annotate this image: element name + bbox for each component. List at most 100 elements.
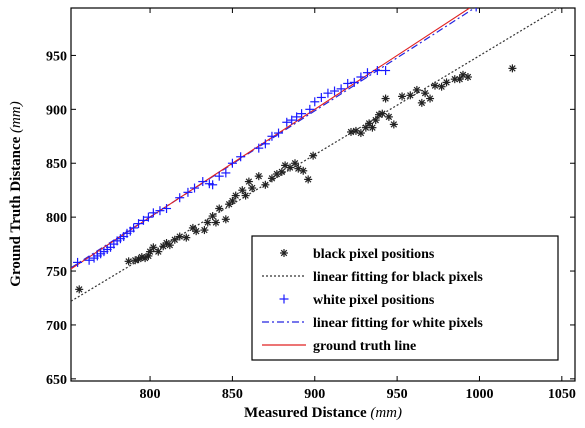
white-pixel-point xyxy=(362,68,372,78)
y-tick-label: 750 xyxy=(46,265,67,280)
y-tick-label: 650 xyxy=(46,373,67,388)
x-tick-label: 900 xyxy=(304,387,325,402)
black-pixel-point xyxy=(431,81,439,90)
black-pixel-point xyxy=(231,191,240,200)
black-pixel-point xyxy=(154,247,163,256)
black-pixel-point xyxy=(368,123,377,132)
white-pixel-point xyxy=(274,128,284,138)
black-pixel-point xyxy=(221,215,230,224)
x-tick-label: 1050 xyxy=(548,387,576,402)
white-pixel-point xyxy=(316,92,326,102)
black-pixel-point xyxy=(371,116,380,125)
white-pixel-point xyxy=(297,109,307,119)
black-pixel-point xyxy=(398,92,407,101)
white-pixel-point xyxy=(208,180,218,190)
black-pixel-point xyxy=(299,166,308,175)
white-pixel-point xyxy=(129,223,139,233)
x-tick-label: 800 xyxy=(140,387,161,402)
black-pixel-point xyxy=(200,226,209,235)
white-pixel-point xyxy=(183,187,193,197)
series-line-solid xyxy=(71,8,470,270)
white-pixel-point xyxy=(227,158,237,168)
white-pixel-point xyxy=(343,78,353,88)
black-pixel-point xyxy=(365,119,374,128)
legend: black pixel positions linear fitting for… xyxy=(251,235,559,361)
black-pixel-point xyxy=(309,151,318,160)
white-pixel-point xyxy=(214,171,224,181)
black-pixel-point xyxy=(442,78,451,87)
white-pixel-point xyxy=(254,143,264,153)
black-pixel-point xyxy=(304,175,313,184)
white-pixel-point xyxy=(221,168,231,178)
black-pixel-point xyxy=(238,186,247,195)
white-pixel-point xyxy=(190,183,200,193)
black-pixel-point xyxy=(203,218,212,227)
black-pixel-point xyxy=(215,204,224,213)
black-pixel-point xyxy=(381,94,390,103)
white-pixel-point xyxy=(282,117,292,127)
legend-label-black-points: black pixel positions xyxy=(313,247,435,262)
legend-label-white-points: white pixel positions xyxy=(313,293,435,308)
y-tick-label: 950 xyxy=(46,49,67,64)
x-tick-label: 1000 xyxy=(465,387,493,402)
black-pixel-point xyxy=(261,180,270,189)
legend-label-white-fit: linear fitting for white pixels xyxy=(313,316,483,331)
x-tick-label: 950 xyxy=(387,387,408,402)
black-pixel-point xyxy=(412,85,421,94)
black-pixel-point xyxy=(277,167,286,176)
white-pixel-point xyxy=(381,66,391,76)
series-layer xyxy=(71,8,561,302)
legend-label-black-fit: linear fitting for black pixels xyxy=(313,270,483,285)
black-pixel-point xyxy=(248,184,257,193)
y-axis-title-text: Ground Truth Distance xyxy=(8,136,24,286)
black-pixel-point xyxy=(228,196,237,205)
black-pixel-point xyxy=(426,94,435,103)
y-tick-label: 800 xyxy=(46,211,67,226)
black-pixel-point xyxy=(182,233,191,242)
x-axis-title: Measured Distance (mm) xyxy=(244,405,402,421)
white-pixel-point xyxy=(236,152,246,162)
white-pixel-point xyxy=(260,139,270,149)
black-pixel-point xyxy=(208,212,217,221)
black-pixel-point xyxy=(244,177,253,186)
white-pixel-point xyxy=(349,77,359,87)
legend-box xyxy=(251,235,559,361)
white-pixel-point xyxy=(84,255,94,265)
legend-label-ground-truth: ground truth line xyxy=(313,339,416,354)
black-pixel-point xyxy=(347,127,355,136)
white-pixel-point xyxy=(143,212,153,222)
white-pixel-point xyxy=(175,193,185,203)
black-pixel-point xyxy=(170,235,179,244)
black-pixel-point xyxy=(165,241,174,250)
white-pixel-point xyxy=(356,72,366,82)
white-pixel-point xyxy=(134,219,144,229)
black-pixel-point xyxy=(291,159,299,168)
white-pixel-point xyxy=(148,208,158,218)
white-pixel-point xyxy=(162,204,172,214)
black-pixel-point xyxy=(146,247,155,256)
white-pixel-point xyxy=(287,115,297,125)
x-tick-label: 850 xyxy=(222,387,243,402)
black-pixel-point xyxy=(192,227,201,236)
x-axis-unit: (mm) xyxy=(370,405,402,421)
black-pixel-point xyxy=(455,75,464,84)
black-pixel-point xyxy=(356,129,365,138)
white-pixel-point xyxy=(73,257,83,267)
black-pixel-point xyxy=(384,112,393,121)
white-pixel-point xyxy=(336,84,346,94)
y-tick-label: 900 xyxy=(46,103,67,118)
black-pixel-point xyxy=(211,218,220,227)
y-axis-unit: (mm) xyxy=(8,101,24,133)
black-pixel-point xyxy=(124,257,133,266)
white-pixel-point xyxy=(372,66,382,76)
black-pixel-point xyxy=(463,72,472,81)
y-tick-label: 700 xyxy=(46,319,67,334)
ticks-layer: 800 850 900 950 1000 1050 650 700 750 800 850 900 95… xyxy=(46,8,576,402)
black-pixel-point xyxy=(254,172,263,181)
white-pixel-point xyxy=(323,88,333,98)
black-pixel-point xyxy=(378,109,387,118)
black-pixel-point xyxy=(406,91,415,100)
white-pixel-point xyxy=(305,104,315,114)
legend-symbols xyxy=(262,249,306,346)
